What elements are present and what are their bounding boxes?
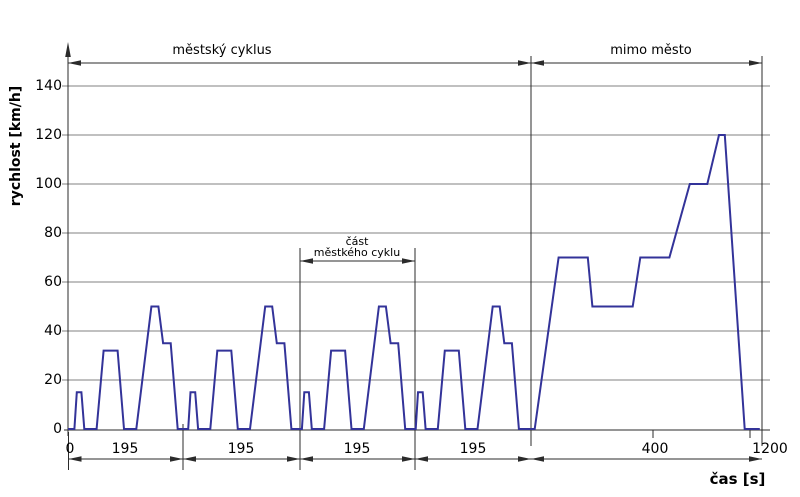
x-end-label: 1200 [752,441,788,457]
bottom-dimension-arrow-5-arrowhead-left [531,456,544,462]
bottom-dimension-arrow-4-arrowhead-left [415,456,428,462]
eudc-length-label: 400 [641,441,669,457]
urban-part-region-label-line2: městkého cyklu [313,246,401,259]
segment-length-label-3: 195 [343,441,371,457]
bottom-dimension-arrow-3-arrowhead-right [402,456,415,462]
bottom-dimension-arrow-5-arrowhead-right [749,456,762,462]
x-axis-title: čas [s] [709,470,766,488]
urban-cycle-dimension-arrow-arrowhead-right [518,60,531,66]
segment-length-label-2: 195 [227,441,255,457]
segment-length-label-4: 195 [459,441,487,457]
y-tick-label-40: 40 [44,323,62,339]
bottom-dimension-arrow-1-arrowhead-left [68,456,82,462]
y-tick-label-140: 140 [35,78,62,94]
urban-part-region-label-line1: část [345,235,369,248]
extraurban-dimension-arrow-arrowhead-right [749,60,762,66]
y-tick-label-0: 0 [53,421,62,437]
y-tick-label-60: 60 [44,274,62,290]
bottom-dimension-arrow-1-arrowhead-right [170,456,183,462]
y-tick-label-80: 80 [44,225,62,241]
bottom-dimension-arrow-4-arrowhead-right [518,456,531,462]
extraurban-dimension-arrow-arrowhead-left [531,60,544,66]
bottom-dimension-arrow-2-arrowhead-left [183,456,196,462]
y-tick-label-100: 100 [35,176,62,192]
speed-curve [68,134,760,430]
y-tick-label-20: 20 [44,372,62,388]
y-axis-title: rychlost [km/h] [8,85,24,207]
urban-part-dimension-arrow-arrowhead-left [300,258,313,264]
extraurban-region-label: mimo město [610,43,692,58]
segment-length-label-1: 195 [111,441,139,457]
bottom-dimension-arrow-2-arrowhead-right [287,456,300,462]
x-origin-label: 0 [65,441,75,457]
y-tick-label-120: 120 [35,127,62,143]
urban-part-dimension-arrow-arrowhead-right [402,258,415,264]
y-axis-arrow-icon [65,42,71,57]
bottom-dimension-arrow-3-arrowhead-left [300,456,313,462]
urban-cycle-dimension-arrow-arrowhead-left [68,60,81,66]
urban-cycle-region-label: městský cyklus [172,43,272,58]
